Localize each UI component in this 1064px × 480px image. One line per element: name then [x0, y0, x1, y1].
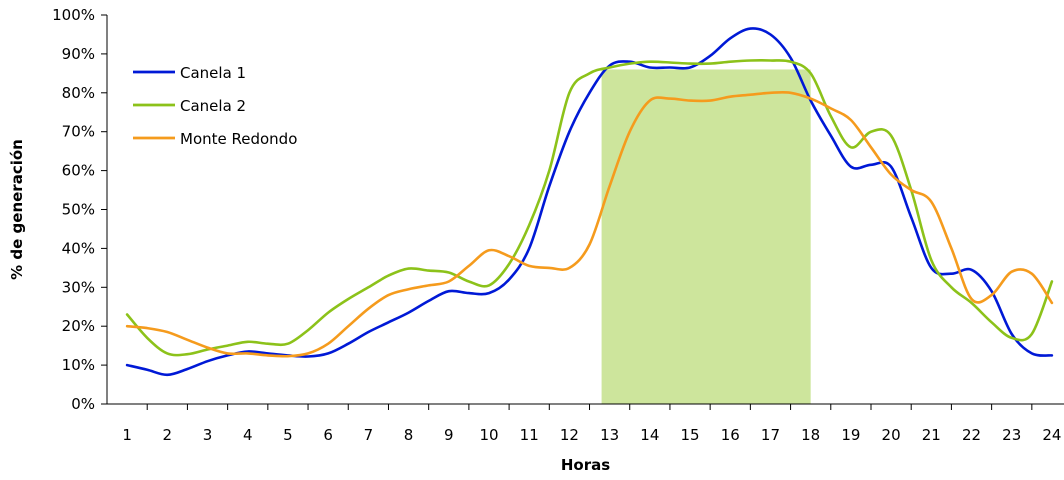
x-tick-label: 18: [801, 426, 820, 444]
x-tick-label: 14: [640, 426, 659, 444]
x-axis-title: Horas: [561, 456, 610, 474]
series-line-2: [125, 59, 1054, 357]
y-tick-label: 50%: [62, 201, 95, 219]
x-tick-label: 3: [203, 426, 213, 444]
x-tick-label: 11: [520, 426, 539, 444]
y-tick-label: 30%: [62, 278, 95, 296]
legend: Canela 1 Canela 2 Monte Redondo: [133, 64, 297, 148]
x-tick-label: 15: [680, 426, 699, 444]
highlight-band-layer: [601, 69, 811, 405]
x-tick-label: 2: [163, 426, 173, 444]
y-tick-label: 10%: [62, 356, 95, 374]
y-tick-label: 70%: [62, 123, 95, 141]
y-tick-label: 80%: [62, 84, 95, 102]
series-layer: [125, 27, 1054, 377]
y-tick-label: 60%: [62, 162, 95, 180]
x-tick-label: 22: [962, 426, 981, 444]
x-tick-label: 23: [1002, 426, 1021, 444]
y-tick-label: 0%: [71, 395, 95, 413]
x-tick-label: 13: [600, 426, 619, 444]
series-line-3: [125, 90, 1054, 358]
y-tick-label: 40%: [62, 239, 95, 257]
x-tick-label: 5: [283, 426, 293, 444]
x-tick-label: 20: [882, 426, 901, 444]
x-tick-label: 1: [122, 426, 132, 444]
x-tick-label: 7: [364, 426, 374, 444]
highlight-band: [601, 69, 811, 405]
x-tick-label: 16: [721, 426, 740, 444]
x-tick-label: 19: [841, 426, 860, 444]
x-tick-label: 21: [922, 426, 941, 444]
x-tick-label: 8: [404, 426, 414, 444]
legend-label-3: Monte Redondo: [180, 130, 297, 148]
legend-label-2: Canela 2: [180, 97, 246, 115]
x-tick-label: 17: [761, 426, 780, 444]
y-tick-label: 100%: [52, 6, 95, 24]
x-tick-label: 24: [1042, 426, 1061, 444]
legend-label-1: Canela 1: [180, 64, 246, 82]
x-tick-label: 10: [479, 426, 498, 444]
axis-layer: 0%10%20%30%40%50%60%70%80%90%100%1 2 3 4 5 6 7…: [52, 6, 1064, 444]
y-axis-title: % de generación: [8, 139, 26, 280]
x-tick-label: 6: [323, 426, 333, 444]
x-tick-label: 4: [243, 426, 253, 444]
y-tick-label: 20%: [62, 317, 95, 335]
series-line-1: [125, 27, 1054, 377]
x-tick-label: 12: [560, 426, 579, 444]
x-tick-label: 9: [444, 426, 454, 444]
y-tick-label: 90%: [62, 45, 95, 63]
